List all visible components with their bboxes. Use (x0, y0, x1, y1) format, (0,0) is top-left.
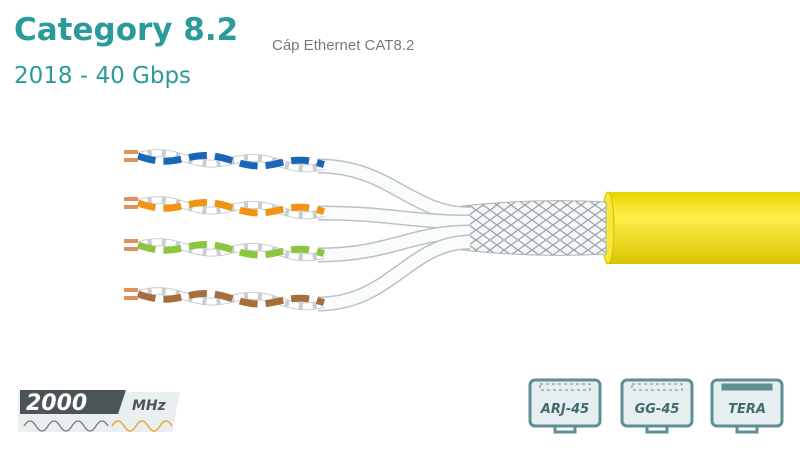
connector-frame (710, 378, 784, 428)
copper-end (124, 296, 138, 300)
connector-icons: ARJ-45 GG-45 TERA (528, 378, 784, 434)
connector-label: GG-45 (635, 402, 680, 417)
badge-unit: MHz (132, 398, 167, 414)
braided-shield (461, 200, 607, 256)
badge-value: 2000 (26, 391, 87, 416)
bandwidth-badge: 2000 MHz (18, 390, 180, 432)
badge-dark (20, 390, 126, 414)
wire-white (137, 197, 325, 219)
wire-colored (136, 290, 326, 308)
connector-tab (735, 426, 759, 434)
connector-contacts (721, 383, 773, 391)
pair-sheath (317, 226, 471, 261)
subtitle: Cáp Ethernet CAT8.2 (272, 37, 414, 54)
connector-contacts (631, 383, 683, 391)
connector-tab (553, 426, 577, 434)
connector-frame (620, 378, 694, 428)
connector-label: TERA (728, 402, 766, 417)
badge-wave-accent (111, 420, 173, 432)
tagline: 2018 - 40 Gbps (14, 63, 191, 89)
twisted-pairs (124, 149, 471, 312)
connector-frame (528, 378, 602, 428)
connector-tab (645, 426, 669, 434)
wire-colored (136, 241, 326, 259)
copper-end (124, 288, 138, 292)
copper-end (124, 197, 138, 201)
copper-end (124, 247, 138, 251)
wire-white (137, 150, 325, 172)
copper-end (124, 205, 138, 209)
wire-white (137, 288, 325, 310)
pair-sheath (317, 236, 471, 310)
wire-colored (136, 152, 326, 170)
cable-jacket (606, 192, 800, 264)
pair-sheath (317, 207, 471, 228)
badge-wave (23, 420, 109, 432)
pair-sheath (317, 160, 471, 220)
wire-white (137, 239, 325, 261)
copper-end (124, 239, 138, 243)
copper-end (124, 158, 138, 162)
connector-contacts (539, 383, 591, 391)
wire-colored (136, 199, 326, 217)
connector-label: ARJ-45 (540, 402, 589, 417)
copper-end (124, 150, 138, 154)
title: Category 8.2 (14, 12, 238, 48)
cable (124, 149, 800, 312)
